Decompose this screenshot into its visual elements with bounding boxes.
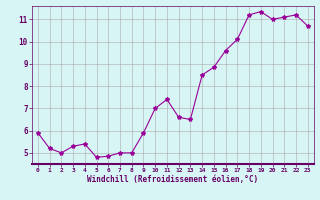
- X-axis label: Windchill (Refroidissement éolien,°C): Windchill (Refroidissement éolien,°C): [87, 175, 258, 184]
